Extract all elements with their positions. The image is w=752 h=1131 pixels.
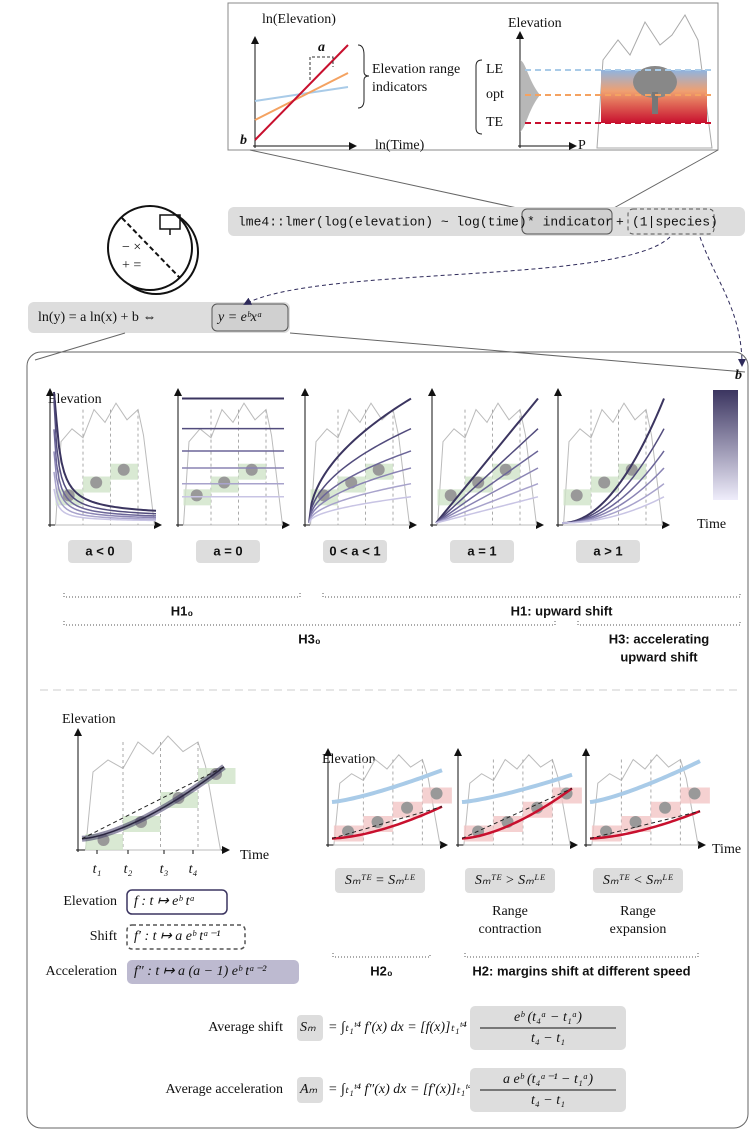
tree [246,464,258,476]
symbol: Sₘ [300,1020,316,1035]
denominator: t₄ − t₁ [531,1093,565,1108]
caption: Range [492,904,528,919]
bracket [64,593,300,597]
bracket [465,953,698,957]
icon-symbol: + = [122,258,141,273]
average-label: Average acceleration [166,1082,284,1097]
caption: contraction [479,922,542,937]
formula: f : t ↦ eᵇ tᵃ [134,894,195,909]
hypothesis: H1: upward shift [511,603,614,618]
tree [218,477,230,489]
bracket [333,953,430,957]
tick-label: t₄ [189,862,198,877]
caption: Elevation range [372,62,460,77]
tree [598,477,610,489]
formula: lme4::lmer(log(elevation) ~ log(time) [238,214,527,229]
formula: f″ : t ↦ a (a − 1) eᵇ tᵃ⁻² [134,964,267,979]
arrow [245,237,670,304]
tree [90,477,102,489]
denominator: t₄ − t₁ [531,1031,565,1046]
integral: = ∫ₜ₁ᵗ⁴ f′(x) dx = [f(x)]ₜ₁ᵗ⁴ = [328,1020,480,1035]
hypothesis: H1₀ [171,603,194,618]
axis-label: Time [697,517,726,532]
tree [472,477,484,489]
tree [191,489,203,501]
axis-label: Elevation [508,16,562,31]
mountain [184,403,283,525]
bracket [578,621,740,625]
indicator: TE [486,115,503,130]
symbol: Aₘ [299,1082,318,1097]
axis-label: Time [240,848,269,863]
tick-label: t₃ [160,862,169,877]
slope-label: a [318,40,325,55]
formula: f′ : t ↦ a eᵇ tᵃ⁻¹ [134,929,220,944]
formula: + [616,214,624,229]
equation: ln(y) = a ln(x) + b ⇔ [38,310,156,325]
layout [27,3,748,1128]
numerator: eᵇ (t₄ᵃ − t₁ᵃ) [514,1010,582,1025]
axis-label: ln(Time) [375,138,425,153]
numerator: a eᵇ (t₄ᵃ⁻¹ − t₁ᵃ) [503,1072,593,1087]
colorbar-label: b [735,368,742,383]
indicator: opt [486,87,504,102]
formula: (1|species) [632,214,718,229]
tree [431,788,443,800]
connector [612,150,718,209]
panel-label: a < 0 [85,543,114,558]
arrow [700,237,742,365]
mountain [438,403,537,525]
caption: Range [620,904,656,919]
panel-label: 0 < a < 1 [329,543,380,558]
tick-label: t₁ [93,862,102,877]
mountain [564,403,663,525]
integral: = ∫ₜ₁ᵗ⁴ f″(x) dx = [f′(x)]ₜ₁ᵗ⁴ = [328,1082,485,1097]
caption: expansion [610,922,667,937]
icon-symbol: − × [122,240,141,255]
hypothesis: H2: margins shift at different speed [472,963,690,978]
tree [118,464,130,476]
panel-label: a = 1 [467,543,496,558]
colorbar [713,390,738,500]
figure: ln(Elevation) ln(Time) a b Elevation ran… [0,0,752,1131]
connector [35,333,125,360]
hypothesis: H3₀ [298,631,321,646]
row-label: Acceleration [45,964,117,979]
bracket [64,621,555,625]
bracket [323,593,740,597]
panel-label: a = 0 [213,543,242,558]
axis-label: Elevation [322,752,376,767]
connector [250,150,522,209]
tree [659,802,671,814]
comparison: Sₘᵀᴱ > Sₘᴸᴱ [475,873,546,888]
panel-label: a > 1 [593,543,622,558]
hypothesis: upward shift [620,649,698,664]
formula: * indicator [527,214,613,229]
indicator: LE [486,62,503,77]
comparison: Sₘᵀᴱ = Sₘᴸᴱ [345,873,416,888]
hypothesis: H2₀ [370,963,393,978]
average-label: Average shift [208,1020,283,1035]
tree [401,802,413,814]
intercept-label: b [240,133,247,148]
axis-label: Time [712,842,741,857]
equation: y = eᵇxᵃ [216,310,262,325]
hypothesis: H3: accelerating [609,631,709,646]
axis-label: P [578,138,586,153]
tree [689,788,701,800]
tree [571,489,583,501]
caption: indicators [372,80,427,95]
axis-label: Elevation [62,712,116,727]
axis-label: ln(Elevation) [262,12,336,27]
comparison: Sₘᵀᴱ < Sₘᴸᴱ [603,873,674,888]
tick-label: t₂ [124,862,133,877]
row-label: Elevation [63,894,117,909]
row-label: Shift [90,929,117,944]
